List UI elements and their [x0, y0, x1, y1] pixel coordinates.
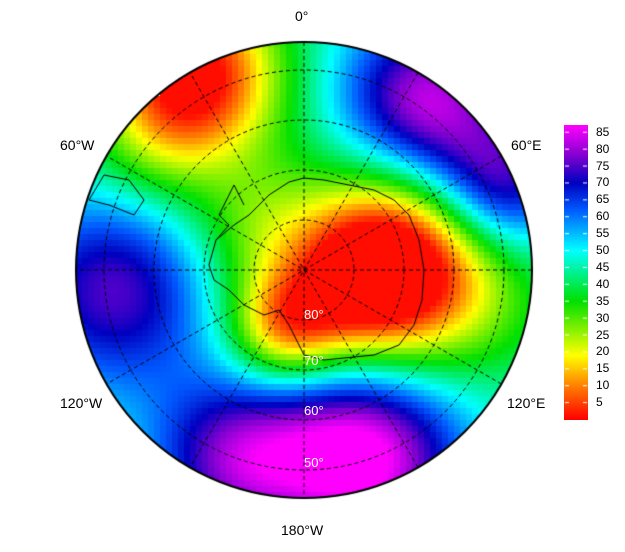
- lon-label-60w: 60°W: [60, 137, 95, 153]
- colorbar-tick-label: 80: [596, 141, 610, 156]
- lon-label-60e: 60°E: [511, 137, 542, 153]
- colorbar-tick-label: 50: [596, 243, 610, 258]
- colorbar-tick-label: 55: [596, 226, 610, 241]
- colorbar-tick-label: 65: [596, 192, 610, 207]
- lat-label-70: 70°: [304, 353, 324, 368]
- colorbar-tick-label: 25: [596, 327, 610, 342]
- colorbar-tick-label: 5: [596, 395, 603, 410]
- lon-label-120w: 120°W: [60, 395, 103, 411]
- lon-label-120e: 120°E: [507, 395, 546, 411]
- colorbar-tick-label: 30: [596, 310, 610, 325]
- colorbar: [564, 125, 588, 420]
- lon-label-180w: 180°W: [281, 522, 324, 538]
- lat-label-60: 60°: [304, 403, 324, 418]
- colorbar-tick-label: 45: [596, 259, 610, 274]
- colorbar-tick-label: 35: [596, 293, 610, 308]
- lat-label-50: 50°: [304, 455, 324, 470]
- colorbar-tick-label: 15: [596, 361, 610, 376]
- colorbar-tick-label: 20: [596, 344, 610, 359]
- lon-label-0: 0°: [295, 8, 309, 24]
- colorbar-tick-label: 60: [596, 209, 610, 224]
- colorbar-tick-label: 70: [596, 175, 610, 190]
- colorbar-tick-label: 75: [596, 158, 610, 173]
- colorbar-tick-label: 40: [596, 276, 610, 291]
- colorbar-tick-label: 10: [596, 378, 610, 393]
- lat-label-80: 80°: [304, 307, 324, 322]
- colorbar-tick-label: 85: [596, 124, 610, 139]
